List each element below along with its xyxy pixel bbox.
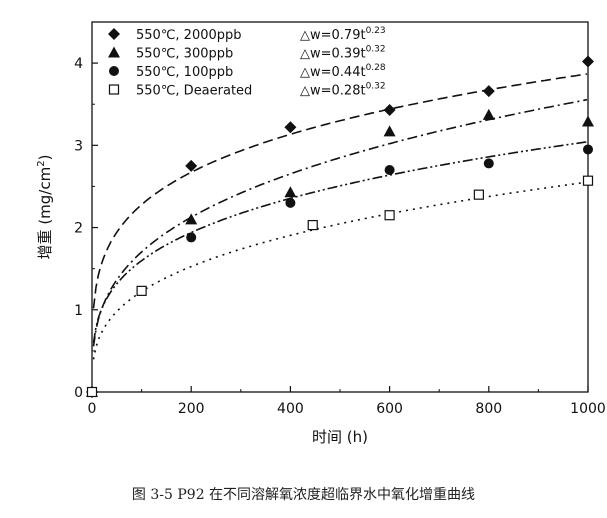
equation-base: △w=0.39t <box>300 47 366 62</box>
fit-curve-2 <box>92 98 588 347</box>
data-point-series-1 <box>482 85 495 98</box>
x-axis-label: 时间 (h) <box>312 428 368 446</box>
equation-exponent: 0.32 <box>366 82 386 92</box>
y-axis-label: 增重 (mg/cm2) <box>36 155 54 260</box>
fit-curve-4 <box>92 181 588 360</box>
fit-curve-3 <box>92 141 588 343</box>
legend-equation-series-4: △w=0.28t0.32 <box>300 82 386 99</box>
legend-label-series-1: 550℃, 2000ppb <box>136 28 242 43</box>
figure-caption: 图 3-5 P92 在不同溶解氧浓度超临界水中氧化增重曲线 <box>131 487 476 503</box>
equation-base: △w=0.44t <box>300 65 366 80</box>
legend-marker-series-1 <box>108 28 120 40</box>
x-tick-label: 200 <box>178 401 205 417</box>
data-point-series-3 <box>483 158 494 169</box>
y-axis-label-tail: ) <box>36 155 54 161</box>
x-tick-label: 0 <box>88 401 97 417</box>
legend-equation-series-3: △w=0.44t0.28 <box>300 63 386 80</box>
equation-exponent: 0.23 <box>366 26 386 36</box>
data-point-series-1 <box>284 121 297 134</box>
y-tick-label: 4 <box>74 56 83 72</box>
data-point-series-3 <box>384 165 395 175</box>
legend-marker-series-2 <box>108 46 120 58</box>
data-point-series-4 <box>384 210 395 221</box>
equation-base: △w=0.79t <box>300 28 366 43</box>
data-point-series-4 <box>86 386 98 398</box>
legend-marker-series-4 <box>108 84 120 95</box>
data-point-series-2 <box>582 115 594 127</box>
x-tick-label: 800 <box>475 401 502 417</box>
fit-curve-1 <box>92 73 588 309</box>
legend-label-series-3: 550℃, 100ppb <box>136 65 233 80</box>
y-axis-label-superscript: 2 <box>36 160 47 166</box>
data-point-series-4 <box>136 285 147 296</box>
data-point-series-4 <box>307 219 318 231</box>
y-tick-label: 2 <box>74 221 83 237</box>
legend-equation-series-2: △w=0.39t0.32 <box>300 45 386 62</box>
x-tick-label: 1000 <box>570 401 606 417</box>
data-point-series-4 <box>473 189 484 200</box>
data-point-series-2 <box>185 213 198 225</box>
data-point-series-3 <box>186 232 197 243</box>
legend-equation-series-1: △w=0.79t0.23 <box>300 26 386 43</box>
data-point-series-2 <box>284 186 297 198</box>
equation-exponent: 0.32 <box>366 45 386 55</box>
data-point-series-3 <box>583 144 593 155</box>
data-point-series-4 <box>582 175 594 186</box>
data-point-series-2 <box>383 125 396 137</box>
data-point-series-1 <box>185 159 198 172</box>
legend: 550℃, 2000ppb △w=0.79t0.23 550℃, 300ppb △w=… <box>108 26 386 99</box>
data-point-series-2 <box>482 108 495 120</box>
data-point-series-1 <box>383 103 396 116</box>
y-tick-label: 1 <box>74 303 83 319</box>
legend-label-series-4: 550℃, Deaerated <box>136 84 252 99</box>
y-tick-label: 0 <box>74 385 83 401</box>
x-tick-label: 400 <box>277 401 304 417</box>
equation-base: △w=0.28t <box>300 84 366 99</box>
data-point-series-1 <box>582 55 594 68</box>
y-axis-label-main: 增重 (mg/cm <box>36 167 54 260</box>
x-tick-label: 600 <box>376 401 403 417</box>
equation-exponent: 0.28 <box>366 63 386 73</box>
y-tick-label: 3 <box>74 138 83 154</box>
data-point-series-3 <box>285 197 296 208</box>
legend-marker-series-3 <box>109 66 119 76</box>
legend-label-series-2: 550℃, 300ppb <box>136 47 233 62</box>
